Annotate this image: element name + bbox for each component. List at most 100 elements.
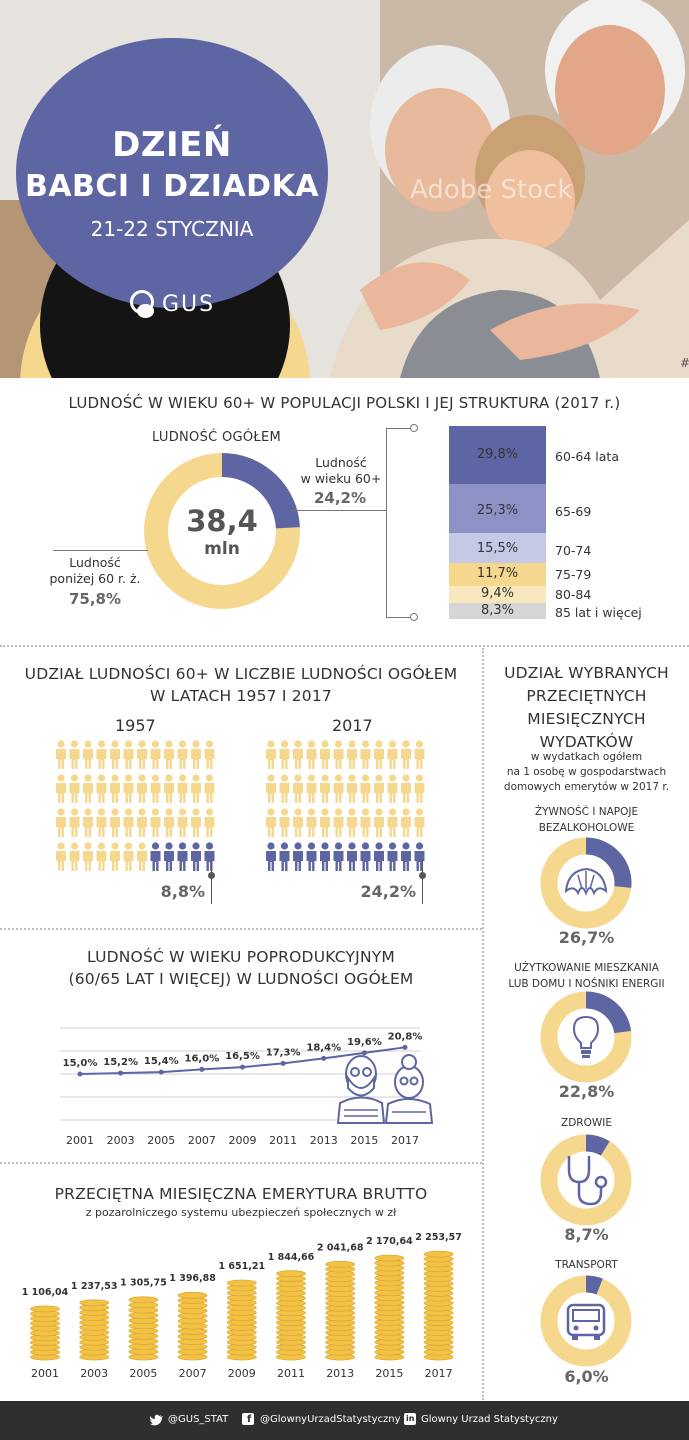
person-icon <box>123 740 134 769</box>
bar-value-label: 1 396,88 <box>169 1273 216 1284</box>
person-icon <box>360 740 371 769</box>
person-icon <box>279 842 290 871</box>
person-icon <box>137 774 147 803</box>
data-label: 15,2% <box>103 1057 138 1068</box>
person-icon <box>69 774 80 803</box>
x-tick-label: 2005 <box>129 1367 157 1380</box>
facebook-handle[interactable]: @GlownyUrzadStatystyczny <box>260 1414 401 1425</box>
share-60-label-line2: w wieku 60+ <box>300 471 382 486</box>
bar-value-label: 1 651,21 <box>219 1261 266 1272</box>
segment-label: 70-74 <box>555 543 592 558</box>
divider <box>0 645 689 647</box>
donut-share <box>540 1275 632 1367</box>
facebook-icon[interactable]: f <box>242 1413 254 1425</box>
pension-bar-chart: 1 106,04 2001 1 237,53 2003 1 305,75 2005 1 39… <box>22 1232 462 1380</box>
bracket-top <box>386 428 412 429</box>
segment-value: 9,4% <box>480 586 515 601</box>
x-tick-label: 2001 <box>66 1134 94 1147</box>
stock-watermark: Adobe Stock <box>410 175 573 205</box>
hero-title: DZIEŃ BABCI I DZIADKA <box>16 124 328 208</box>
person-icon <box>96 740 107 769</box>
expense-value-housing: 22,8% <box>558 1082 615 1101</box>
person-icon <box>150 740 161 769</box>
pointer-dot-2017 <box>419 872 426 879</box>
donut-share <box>540 991 632 1083</box>
data-label: 19,6% <box>347 1037 382 1048</box>
segment-70-74 <box>449 533 546 563</box>
pointer-2017 <box>422 860 423 904</box>
section4-title: PRZECIĘTNA MIESIĘCZNA EMERYTURA BRUTTO <box>54 1185 428 1203</box>
person-icon <box>69 842 80 871</box>
person-icon <box>293 808 303 837</box>
segment-label: 75-79 <box>555 567 592 582</box>
segment-80-84 <box>449 586 546 603</box>
person-icon <box>96 808 107 837</box>
section5-subtitle-line3: domowych emerytów w 2017 r. <box>503 781 670 793</box>
person-icon <box>401 774 411 803</box>
segment-value: 29,8% <box>476 447 519 462</box>
person-icon <box>69 808 80 837</box>
segment-label: 85 lat i więcej <box>555 605 642 620</box>
total-population-value: 38,4 <box>186 504 258 538</box>
person-icon <box>266 740 276 769</box>
person-icon <box>177 740 188 769</box>
divider <box>0 1162 482 1164</box>
below-60-label: Ludność poniżej 60 r. ż. <box>40 555 150 587</box>
donut-segment-60-plus <box>144 453 300 609</box>
expense-label-food: ŻYWNOŚĆ I NAPOJE BEZALKOHOLOWE <box>484 804 689 836</box>
expense-label-housing: UŻYTKOWANIE MIESZKANIA LUB DOMU I NOŚNIK… <box>484 960 689 992</box>
twitter-icon[interactable] <box>150 1414 164 1426</box>
person-icon <box>306 842 317 871</box>
expense-value-food: 26,7% <box>558 928 615 947</box>
year-2017-label: 2017 <box>332 716 373 735</box>
person-icon <box>320 774 330 803</box>
person-icon <box>320 808 330 837</box>
person-icon <box>204 774 215 803</box>
person-icon <box>360 842 371 871</box>
data-label: 15,0% <box>63 1058 98 1069</box>
data-point <box>199 1066 205 1072</box>
x-tick-label: 2007 <box>179 1367 207 1380</box>
person-icon <box>123 774 134 803</box>
person-icon <box>83 842 93 871</box>
bracket-bottom <box>386 617 412 618</box>
donut-share <box>540 837 632 929</box>
people-grid-1957 <box>56 740 215 871</box>
linkedin-handle[interactable]: Glowny Urzad Statystyczny <box>421 1414 558 1425</box>
person-icon <box>150 808 161 837</box>
x-tick-label: 2007 <box>188 1134 216 1147</box>
data-point <box>280 1060 286 1066</box>
x-tick-label: 2009 <box>228 1367 256 1380</box>
data-label: 15,4% <box>144 1056 179 1067</box>
data-label: 16,0% <box>185 1053 220 1064</box>
person-icon <box>333 808 344 837</box>
person-icon <box>306 774 317 803</box>
person-icon <box>279 740 290 769</box>
hero-title-circle <box>16 38 328 308</box>
person-icon <box>414 774 425 803</box>
x-tick-label: 2009 <box>229 1134 257 1147</box>
person-icon <box>191 808 201 837</box>
hero-title-line2: BABCI I DZIADKA <box>24 169 320 204</box>
section5-subtitle-line2: na 1 osobę w gospodarstwach <box>506 766 667 778</box>
person-icon <box>56 740 66 769</box>
footer: @GUS_STAT f @GlownyUrzadStatystyczny in … <box>0 1401 689 1440</box>
donut-heading: LUDNOŚĆ OGÓŁEM <box>152 430 282 445</box>
linkedin-icon[interactable]: in <box>404 1413 416 1425</box>
person-icon <box>164 740 174 769</box>
person-icon <box>177 842 188 871</box>
pointer-1957 <box>211 860 212 904</box>
people-grid-2017 <box>266 740 425 871</box>
person-icon <box>374 740 384 769</box>
below-60-leader <box>53 550 148 551</box>
x-tick-label: 2003 <box>107 1134 135 1147</box>
section5-title-line2: PRZECIĘTNYCH <box>526 687 647 705</box>
expense-label-transport: TRANSPORT <box>555 1259 618 1271</box>
share-60-value: 24,2% <box>313 489 367 507</box>
section1-title: LUDNOŚĆ W WIEKU 60+ W POPULACJI POLSKI I… <box>68 394 621 412</box>
age-structure-bar <box>449 426 546 619</box>
person-icon <box>56 774 66 803</box>
twitter-handle[interactable]: @GUS_STAT <box>168 1414 229 1425</box>
person-icon <box>320 740 330 769</box>
person-icon <box>401 740 411 769</box>
